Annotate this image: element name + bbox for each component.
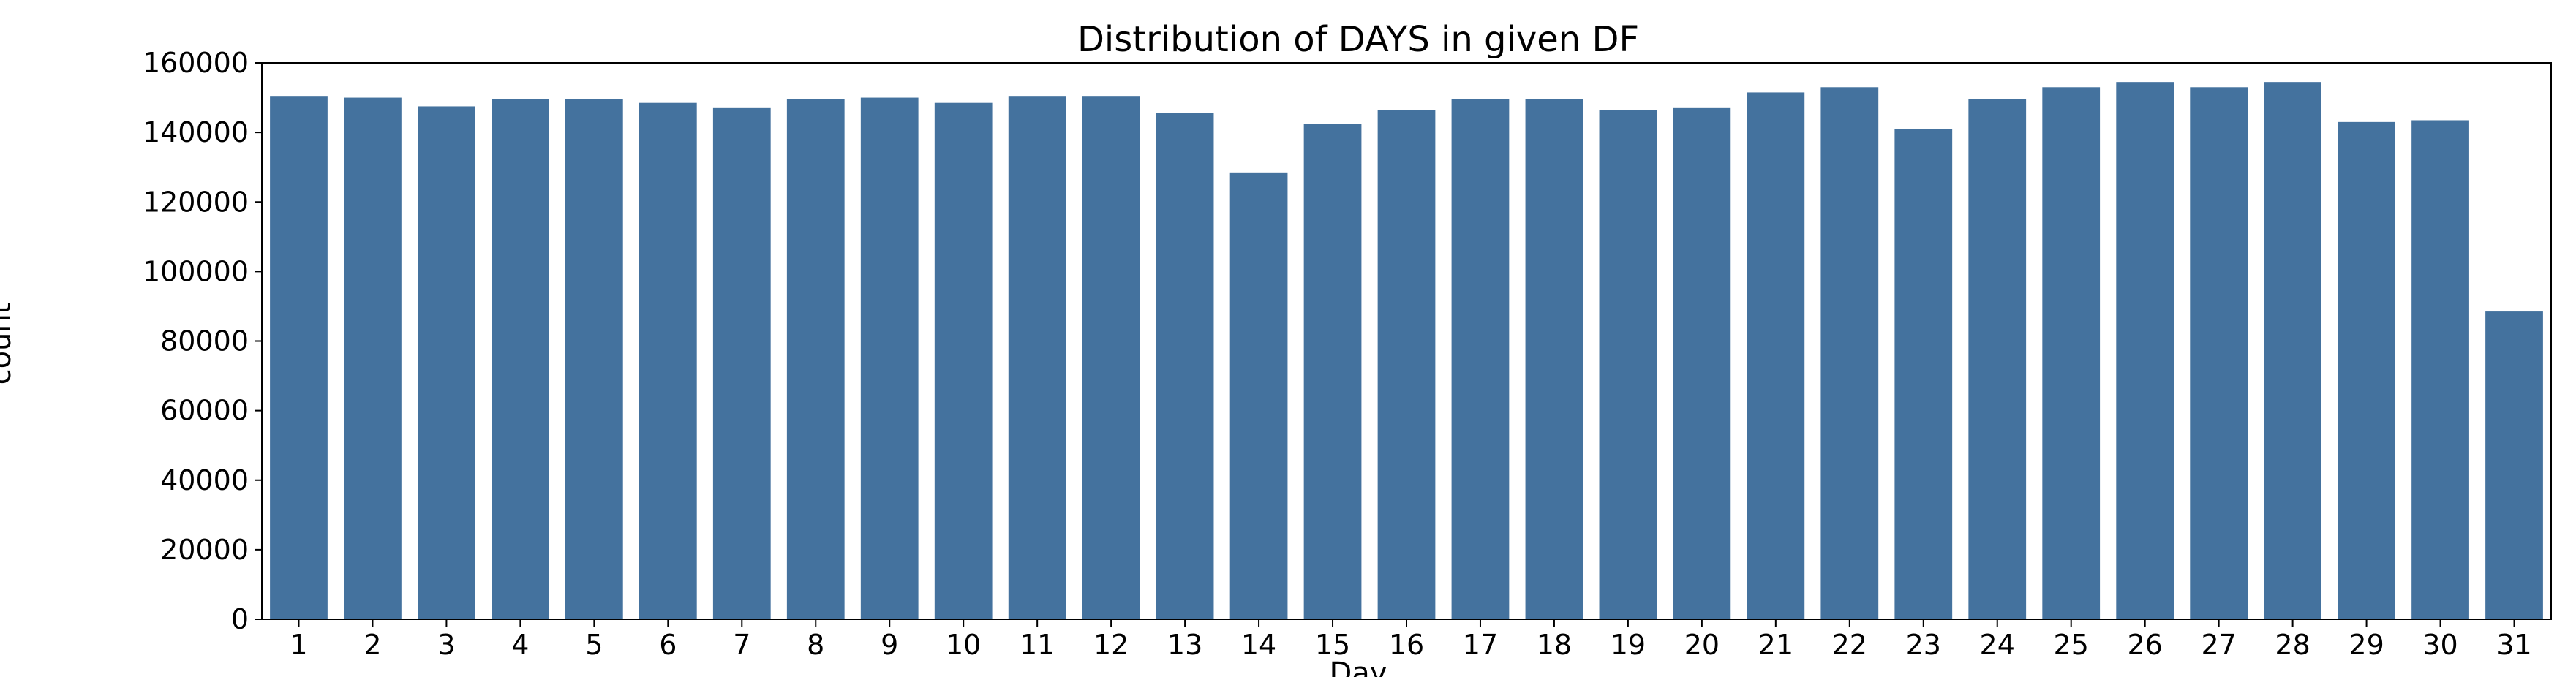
- x-tick-label: 15: [1315, 629, 1350, 661]
- x-tick-label: 14: [1241, 629, 1276, 661]
- y-tick-label: 120000: [143, 186, 249, 218]
- bar-day-5: [565, 99, 623, 620]
- x-tick-label: 7: [733, 629, 750, 661]
- x-tick-label: 30: [2422, 629, 2458, 661]
- x-tick-label: 6: [659, 629, 677, 661]
- bar-day-9: [860, 97, 919, 619]
- x-tick-label: 22: [1832, 629, 1867, 661]
- bar-day-22: [1820, 87, 1879, 619]
- x-tick-label: 13: [1167, 629, 1202, 661]
- bar-day-21: [1747, 92, 1805, 620]
- y-tick-label: 40000: [160, 464, 249, 496]
- x-tick-label: 21: [1758, 629, 1793, 661]
- bar-day-11: [1008, 96, 1066, 619]
- x-tick-label: 31: [2496, 629, 2531, 661]
- chart-title: Distribution of DAYS in given DF: [1077, 19, 1639, 60]
- bar-day-8: [786, 99, 845, 620]
- bar-day-31: [2485, 311, 2543, 619]
- bar-day-24: [1968, 99, 2027, 620]
- x-axis: 1 2 3 4 5 6 7 8 9 10 11 12 13 14 15 16 17 18 19 20 21 22 23 24 2…: [290, 619, 2532, 661]
- bar-day-20: [1673, 107, 1731, 620]
- bar-day-16: [1377, 110, 1436, 620]
- x-tick-label: 25: [2054, 629, 2089, 661]
- x-tick-label: 5: [585, 629, 603, 661]
- x-tick-label: 8: [807, 629, 824, 661]
- bar-day-13: [1156, 113, 1214, 619]
- x-tick-label: 20: [1684, 629, 1720, 661]
- x-tick-label: 28: [2275, 629, 2310, 661]
- x-tick-label: 24: [1980, 629, 2015, 661]
- bar-day-29: [2338, 121, 2395, 619]
- bar-day-6: [639, 102, 697, 619]
- bar-day-23: [1894, 129, 1953, 619]
- x-tick-label: 18: [1537, 629, 1572, 661]
- bar-day-4: [492, 99, 549, 620]
- x-tick-label: 19: [1611, 629, 1646, 661]
- y-tick-label: 0: [231, 603, 249, 635]
- bar-day-1: [270, 96, 328, 619]
- bar-day-27: [2190, 87, 2248, 619]
- bar-day-28: [2264, 82, 2321, 620]
- bar-day-10: [934, 102, 993, 619]
- x-tick-label: 29: [2349, 629, 2384, 661]
- x-tick-label: 23: [1906, 629, 1941, 661]
- bar-day-17: [1451, 99, 1510, 620]
- y-tick-label: 140000: [143, 116, 249, 148]
- x-tick-label: 10: [946, 629, 981, 661]
- x-tick-label: 3: [437, 629, 455, 661]
- x-tick-label: 9: [881, 629, 898, 661]
- x-tick-label: 17: [1463, 629, 1498, 661]
- x-tick-label: 16: [1389, 629, 1424, 661]
- bar-day-15: [1303, 124, 1362, 619]
- x-tick-label: 26: [2127, 629, 2162, 661]
- x-tick-label: 2: [364, 629, 381, 661]
- y-tick-label: 100000: [143, 255, 249, 287]
- x-tick-label: 12: [1093, 629, 1129, 661]
- bar-day-30: [2411, 120, 2469, 619]
- bar-day-2: [344, 97, 402, 619]
- x-tick-label: 1: [290, 629, 307, 661]
- x-tick-label: 4: [511, 629, 529, 661]
- bar-day-26: [2116, 82, 2174, 620]
- x-tick-label: 11: [1020, 629, 1055, 661]
- x-axis-label: Day: [1330, 657, 1387, 677]
- y-axis: 0 20000 40000 60000 80000 100000 120000 140000 1…: [143, 47, 262, 635]
- bar-day-7: [712, 107, 771, 620]
- y-tick-label: 20000: [160, 534, 249, 566]
- y-tick-label: 160000: [143, 47, 249, 79]
- y-axis-label: count: [0, 303, 18, 385]
- bar-day-25: [2042, 87, 2101, 619]
- x-tick-label: 27: [2201, 629, 2236, 661]
- y-tick-label: 80000: [160, 325, 249, 358]
- bar-day-19: [1599, 110, 1657, 620]
- plot-frame: [261, 62, 2552, 620]
- bars-group: [270, 82, 2543, 620]
- y-tick-label: 60000: [160, 395, 249, 427]
- bar-day-12: [1082, 96, 1140, 619]
- bar-day-14: [1229, 172, 1288, 619]
- bar-day-18: [1525, 99, 1583, 620]
- bar-day-3: [418, 106, 475, 619]
